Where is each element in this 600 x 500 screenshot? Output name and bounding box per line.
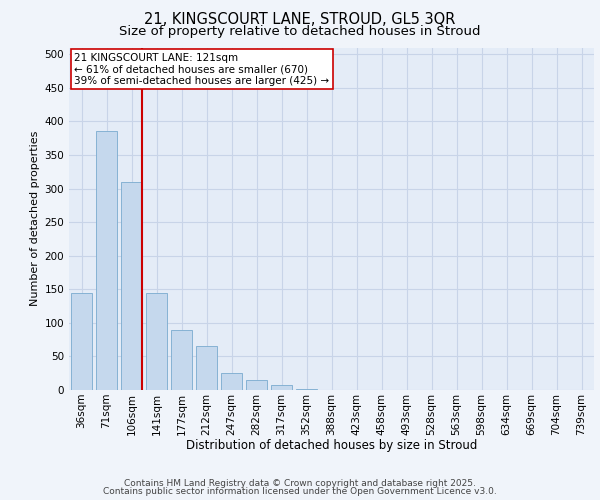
- Y-axis label: Number of detached properties: Number of detached properties: [30, 131, 40, 306]
- X-axis label: Distribution of detached houses by size in Stroud: Distribution of detached houses by size …: [186, 439, 477, 452]
- Bar: [296, 388, 317, 390]
- Text: 21, KINGSCOURT LANE, STROUD, GL5 3QR: 21, KINGSCOURT LANE, STROUD, GL5 3QR: [145, 12, 455, 28]
- Text: Contains public sector information licensed under the Open Government Licence v3: Contains public sector information licen…: [103, 487, 497, 496]
- Text: Size of property relative to detached houses in Stroud: Size of property relative to detached ho…: [119, 25, 481, 38]
- Bar: [221, 373, 242, 390]
- Bar: [196, 346, 217, 390]
- Bar: [121, 182, 142, 390]
- Bar: [96, 132, 117, 390]
- Bar: [71, 292, 92, 390]
- Bar: [171, 330, 192, 390]
- Text: 21 KINGSCOURT LANE: 121sqm
← 61% of detached houses are smaller (670)
39% of sem: 21 KINGSCOURT LANE: 121sqm ← 61% of deta…: [74, 52, 329, 86]
- Bar: [271, 384, 292, 390]
- Bar: [246, 380, 267, 390]
- Text: Contains HM Land Registry data © Crown copyright and database right 2025.: Contains HM Land Registry data © Crown c…: [124, 478, 476, 488]
- Bar: [146, 292, 167, 390]
